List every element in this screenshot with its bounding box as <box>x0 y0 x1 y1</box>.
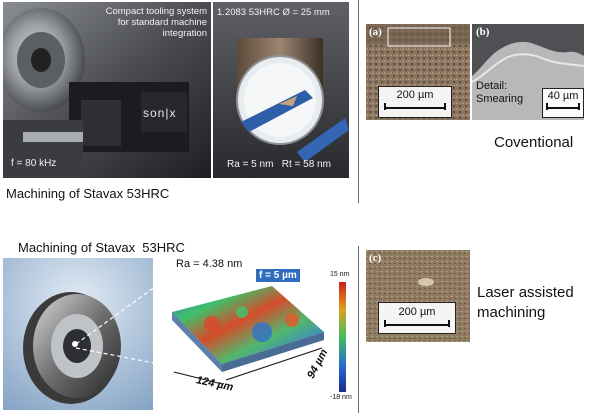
panel-b-tag: (b) <box>476 26 490 38</box>
scalebar-b-line <box>547 107 579 109</box>
machine-photo: Compact tooling system for standard mach… <box>3 2 211 178</box>
top-left-caption: Machining of Stavax 53HRC <box>6 186 170 201</box>
leader-lines <box>75 275 171 367</box>
scalebar-a-tick-right <box>444 103 446 110</box>
scalebar-a: 200 µm <box>378 86 452 118</box>
scalebar-c-label: 200 µm <box>398 306 436 318</box>
divider-bottom <box>358 246 359 413</box>
scalebar-c-tick-left <box>384 320 386 327</box>
colorbar-top-label: 15 nm <box>330 271 350 278</box>
detail-smearing-label: Detail: Smearing <box>476 80 524 105</box>
scalebar-b-label: 40 µm <box>547 90 579 102</box>
bottom-left-caption: Machining of Stavax 53HRC <box>18 240 185 255</box>
f-badge: f = 5 µm <box>256 269 300 282</box>
workpiece-photo: 1.2083 53HRC Ø = 25 mm Ra = 5 nm Rt = 58… <box>213 2 349 178</box>
sem-image-c: (c) 200 µm <box>366 250 470 342</box>
frequency-label: f = 80 kHz <box>11 158 57 169</box>
panel-a-tag: (a) <box>369 26 382 38</box>
sem-image-b: (b) Detail: Smearing 40 µm <box>472 24 584 120</box>
scalebar-a-line <box>385 107 445 109</box>
material-spec: 1.2083 53HRC Ø = 25 mm <box>217 7 330 18</box>
panel-c-tag: (c) <box>369 252 382 264</box>
machine-illustration <box>3 2 211 178</box>
stavax-photo <box>3 258 153 410</box>
colorbar <box>339 282 346 392</box>
scalebar-b-tick-left <box>546 103 548 110</box>
conventional-label: Coventional <box>494 134 574 151</box>
scalebar-a-label: 200 µm <box>396 89 434 101</box>
tooling-caption: Compact tooling system for standard mach… <box>105 6 207 39</box>
colorbar-bottom-label: -18 nm <box>330 394 352 401</box>
workpiece-illustration <box>213 2 349 178</box>
scalebar-b-tick-right <box>578 103 580 110</box>
scalebar-b: 40 µm <box>542 88 584 118</box>
topography-map <box>172 286 324 385</box>
scalebar-c-line <box>385 324 449 326</box>
roughness-label: Ra = 5 nm Rt = 58 nm <box>227 159 331 170</box>
stavax-disk-illustration <box>3 258 153 410</box>
divider-top <box>358 0 359 203</box>
scalebar-c: 200 µm <box>378 302 456 334</box>
ra-label: Ra = 4.38 nm <box>176 258 243 270</box>
scalebar-c-tick-right <box>448 320 450 327</box>
brand-logo: son|x <box>143 106 177 120</box>
sem-image-a: (a) 200 µm <box>366 24 470 120</box>
scalebar-a-tick-left <box>384 103 386 110</box>
laser-assisted-label: Laser assisted machining <box>477 284 574 321</box>
